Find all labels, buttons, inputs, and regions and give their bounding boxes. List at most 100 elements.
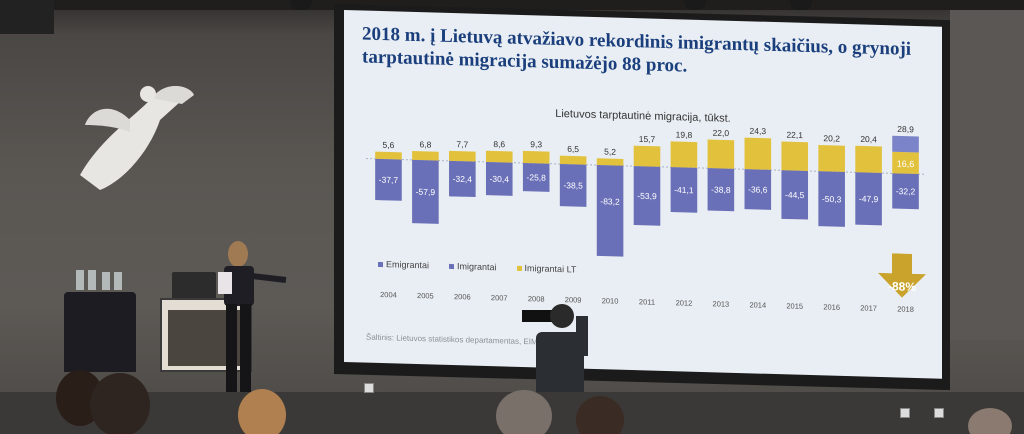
decline-arrow: -88%	[876, 253, 928, 298]
legend-label: Imigrantai	[457, 261, 497, 273]
bar-imigrantai	[596, 158, 624, 166]
bar-emigrantai	[412, 159, 439, 224]
data-label-emigrantai: -47,9	[859, 194, 879, 205]
data-label-emigrantai: -83,2	[600, 196, 620, 207]
bar-emigrantai	[818, 171, 845, 227]
bar-imigrantai	[522, 150, 550, 164]
x-tick-label: 2017	[860, 303, 877, 312]
data-label-imigrantai: 20,2	[823, 133, 840, 143]
wall-socket	[934, 408, 944, 418]
bar-emigrantai	[522, 162, 550, 192]
ceiling-light	[684, 0, 706, 10]
presenter	[218, 241, 287, 410]
data-label-imigrantai: 6,8	[419, 139, 431, 149]
x-tick-label: 2005	[417, 291, 434, 300]
bar-imigrantai	[781, 141, 809, 171]
legend-item-imigrantai: Imigrantai	[449, 261, 497, 272]
water-glasses	[74, 266, 126, 292]
wall-socket	[364, 383, 374, 393]
data-label-emigrantai: -30,4	[490, 174, 510, 185]
x-tick-label: 2007	[491, 293, 508, 302]
x-tick-label: 2016	[823, 302, 840, 311]
legend-label: Imigrantai LT	[524, 263, 577, 275]
data-label-imigrantai: 24,3	[750, 126, 767, 136]
wall-socket	[900, 408, 910, 418]
data-label-emigrantai: -32,2	[896, 186, 916, 197]
data-label-imigrantai: 22,1	[786, 130, 803, 140]
bar-emigrantai	[559, 164, 587, 207]
x-tick-label: 2013	[713, 299, 730, 308]
bar-emigrantai	[892, 173, 919, 210]
bar-imigrantai	[449, 150, 476, 162]
legend-item-imigrantai-lt: Imigrantai LT	[516, 263, 577, 275]
data-label-emigrantai: -41,1	[674, 185, 694, 196]
data-label-imigrantai: 28,9	[897, 124, 914, 134]
x-tick-label: 2010	[602, 296, 619, 305]
data-label-emigrantai: -25,8	[527, 172, 547, 183]
bar-imigrantai	[559, 155, 587, 165]
x-tick-label: 2014	[749, 300, 766, 309]
projector-screen: 2018 m. į Lietuvą atvažiavo rekordinis i…	[344, 10, 942, 379]
data-label-emigrantai: -38,8	[711, 184, 731, 195]
bar-imigrantai	[412, 151, 439, 161]
bar-emigrantai	[855, 172, 882, 226]
data-label-imigrantai: 8,6	[493, 139, 505, 149]
data-label-imigrantai: 19,8	[676, 130, 693, 140]
bar-emigrantai	[781, 170, 809, 220]
bar-emigrantai	[707, 168, 735, 212]
data-label-imigrantai: 5,6	[383, 140, 395, 150]
data-label-imigrantai: 9,3	[530, 139, 542, 149]
bar-emigrantai	[596, 165, 624, 257]
laptop	[172, 272, 216, 300]
bar-emigrantai	[633, 166, 661, 226]
bar-emigrantai	[670, 167, 698, 213]
bar-imigrantai	[818, 144, 845, 172]
legend-swatch-icon	[516, 265, 522, 271]
data-label-imigrantai: 5,2	[604, 147, 616, 157]
bar-imigrantai	[375, 151, 402, 160]
x-tick-label: 2015	[786, 301, 803, 310]
right-wall	[950, 10, 1024, 340]
data-label-emigrantai: -37,7	[379, 175, 399, 186]
data-label-emigrantai: -50,3	[822, 194, 842, 205]
migration-bar-chart: 5,6 -37,7 2004 6,8 -57,9 2005 7,7 -32,4 2006 8,6 -…	[366, 124, 926, 314]
data-label-imigrantai: 6,5	[567, 144, 579, 154]
ceiling-light	[790, 0, 812, 10]
legend-item-emigrantai: Emigrantai	[378, 259, 429, 270]
legend-swatch-icon	[449, 263, 455, 269]
data-label-emigrantai: -32,4	[453, 174, 473, 185]
data-label-emigrantai: -57,9	[416, 187, 436, 198]
x-tick-label: 2004	[380, 290, 397, 299]
data-label-imigrantai: 20,4	[860, 134, 877, 144]
legend-swatch-icon	[378, 261, 383, 267]
bar-imigrantai	[744, 137, 772, 170]
angel-wall-sculpture	[80, 85, 194, 190]
data-label-emigrantai: -38,5	[563, 180, 583, 191]
audience	[56, 370, 1012, 434]
bar-emigrantai	[375, 158, 402, 201]
data-label-lt: 16,6	[897, 159, 915, 169]
data-label-emigrantai: -44,5	[785, 190, 805, 201]
decline-percent-label: -88%	[887, 279, 916, 294]
bar-imigrantai	[485, 150, 513, 163]
down-arrow-icon	[878, 253, 926, 298]
legend-label: Emigrantai	[386, 259, 430, 271]
data-label-imigrantai: 22,0	[713, 128, 730, 138]
x-tick-label: 2018	[897, 304, 914, 313]
wall-speaker	[0, 0, 54, 34]
data-label-emigrantai: -36,6	[748, 184, 768, 195]
bar-imigrantai	[892, 135, 919, 153]
data-label-imigrantai: 15,7	[639, 134, 656, 144]
bar-imigrantai	[670, 141, 698, 168]
bar-imigrantai	[707, 139, 735, 169]
x-tick-label: 2009	[565, 295, 582, 304]
bar-emigrantai	[449, 160, 476, 198]
x-tick-label: 2008	[528, 294, 545, 303]
bar-imigrantai	[855, 145, 882, 174]
cocktail-table	[64, 292, 136, 372]
x-tick-label: 2011	[639, 297, 655, 306]
x-tick-label: 2006	[454, 292, 471, 301]
data-label-emigrantai: -53,9	[637, 191, 657, 202]
bar-imigrantai-lt	[892, 151, 919, 175]
ceiling-light	[290, 0, 312, 10]
